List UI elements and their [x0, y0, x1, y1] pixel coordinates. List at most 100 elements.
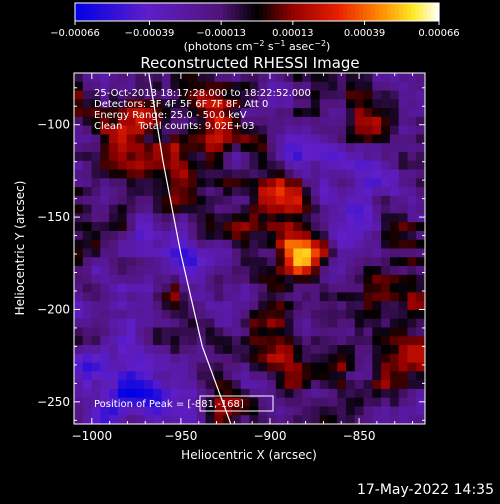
heatmap-cell [337, 388, 347, 399]
heatmap-cell [398, 257, 408, 267]
heatmap-cell [179, 336, 189, 346]
heatmap-cell [302, 309, 312, 320]
heatmap-cell [310, 178, 321, 188]
heatmap-cell [82, 353, 93, 364]
heatmap-cell [372, 222, 382, 232]
heatmap-cell [117, 213, 128, 223]
heatmap-cell [328, 187, 338, 197]
heatmap-cell [161, 292, 172, 302]
heatmap-cell [310, 309, 321, 320]
heatmap-cell [328, 116, 338, 127]
heatmap-cell [223, 151, 233, 162]
heatmap-cell [249, 169, 259, 179]
colorbar-cell [355, 3, 360, 21]
heatmap-cell [337, 336, 347, 346]
colorbar-cell [319, 3, 324, 21]
heatmap-cell [170, 134, 180, 144]
heatmap-cell [389, 116, 400, 127]
heatmap-cell [223, 309, 233, 320]
heatmap-cell [258, 90, 268, 100]
heatmap-cell [109, 239, 119, 249]
heatmap-cell [117, 353, 128, 364]
heatmap-cell [267, 116, 277, 127]
heatmap-cell [179, 108, 189, 118]
heatmap-cell [170, 380, 180, 390]
heatmap-cell [205, 257, 215, 267]
heatmap-cell [100, 204, 110, 214]
heatmap-cell [152, 266, 163, 276]
heatmap-cell [179, 213, 189, 223]
heatmap-cell [231, 125, 242, 135]
heatmap-cell [100, 99, 110, 109]
heatmap-cell [337, 151, 347, 162]
heatmap-cell [188, 230, 198, 241]
heatmap-cell [416, 415, 425, 424]
heatmap-cell [407, 283, 417, 293]
heatmap-cell [126, 283, 136, 293]
heatmap-cell [109, 309, 119, 320]
heatmap-cell [389, 327, 400, 337]
heatmap-cell [328, 160, 338, 171]
heatmap-cell [126, 406, 136, 416]
heatmap-cell [214, 292, 224, 302]
heatmap-cell [74, 99, 84, 109]
heatmap-cell [381, 204, 391, 214]
heatmap-cell [398, 90, 408, 100]
colorbar-cell [115, 3, 120, 21]
heatmap-cell [91, 160, 101, 171]
heatmap-cell [214, 125, 224, 135]
heatmap-cell [179, 345, 189, 355]
heatmap-cell [117, 169, 128, 179]
heatmap-cell [302, 362, 312, 372]
heatmap-cell [223, 397, 233, 407]
heatmap-cell [152, 213, 163, 223]
heatmap-cell [407, 81, 417, 92]
heatmap-cell [354, 108, 365, 118]
heatmap-cell [407, 415, 417, 424]
heatmap-cell [223, 292, 233, 302]
heatmap-cell [144, 318, 154, 328]
colorbar-cell [367, 3, 372, 21]
heatmap-cell [135, 222, 145, 232]
heatmap-cell [100, 257, 110, 267]
heatmap-cell [196, 283, 207, 293]
heatmap-cell [144, 187, 154, 197]
heatmap-cell [196, 90, 207, 100]
heatmap-cell [91, 327, 101, 337]
heatmap-cell [240, 301, 250, 311]
heatmap-cell [231, 222, 242, 232]
heatmap-cell [109, 134, 119, 144]
heatmap-cell [293, 90, 303, 100]
heatmap-cell [240, 362, 250, 372]
colorbar-cell [423, 3, 428, 21]
heatmap-cell [100, 73, 110, 83]
heatmap-cell [258, 99, 268, 109]
heatmap-cell [275, 397, 286, 407]
heatmap-cell [398, 327, 408, 337]
heatmap-cell [275, 257, 286, 267]
heatmap-cell [389, 397, 400, 407]
heatmap-cell [275, 327, 286, 337]
heatmap-cell [354, 230, 365, 241]
heatmap-cell [267, 301, 277, 311]
heatmap-cell [205, 125, 215, 135]
heatmap-cell [117, 397, 128, 407]
heatmap-cell [275, 81, 286, 92]
heatmap-cell [196, 257, 207, 267]
heatmap-cell [284, 371, 294, 381]
heatmap-cell [381, 309, 391, 320]
heatmap-cell [381, 73, 391, 83]
heatmap-cell [179, 99, 189, 109]
heatmap-cell [258, 73, 268, 83]
heatmap-cell [275, 108, 286, 118]
heatmap-cell [144, 336, 154, 346]
heatmap-cell [144, 73, 154, 83]
heatmap-cell [135, 380, 145, 390]
heatmap-cell [407, 151, 417, 162]
heatmap-cell [258, 239, 268, 249]
heatmap-cell [179, 380, 189, 390]
heatmap-cell [117, 81, 128, 92]
heatmap-cell [109, 301, 119, 311]
heatmap-cell [328, 73, 338, 83]
